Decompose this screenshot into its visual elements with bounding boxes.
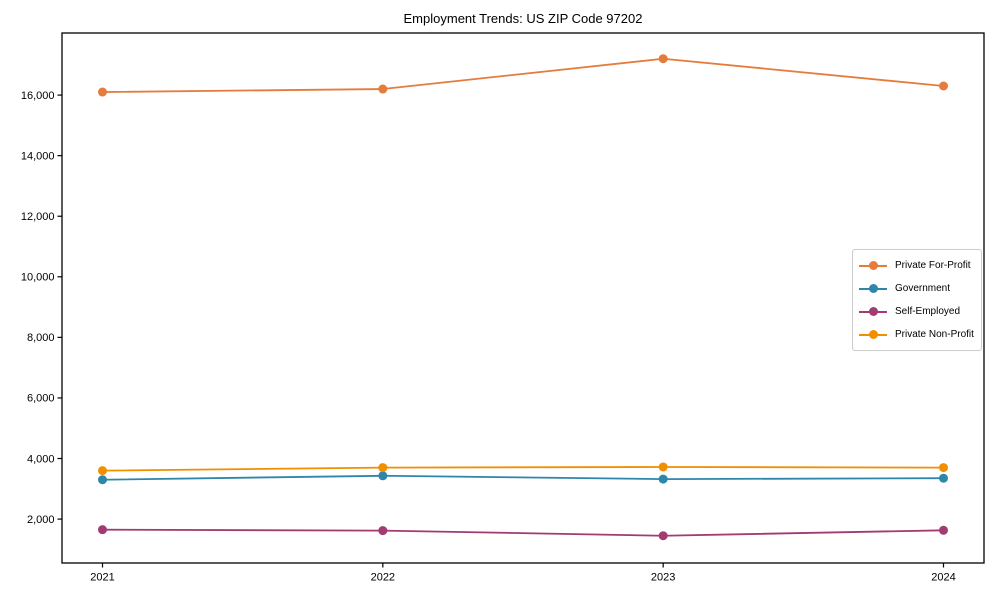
data-point-marker: [378, 471, 388, 481]
legend-line-marker-icon: [859, 307, 887, 317]
data-point-marker: [98, 525, 107, 535]
data-point-marker: [98, 475, 107, 485]
y-tick-label: 4,000: [27, 453, 55, 465]
data-point-marker: [939, 473, 948, 483]
legend: Private For-Profit Government Self-Emplo…: [852, 249, 982, 351]
plot-frame: [61, 32, 985, 564]
x-tick-label: 2023: [651, 572, 675, 584]
legend-label: Private For-Profit: [895, 260, 971, 271]
legend-item: Self-Employed: [859, 300, 974, 323]
y-tick-label: 12,000: [21, 211, 55, 223]
legend-line-marker-icon: [859, 330, 887, 340]
data-point-marker: [98, 87, 107, 97]
data-point-marker: [378, 526, 388, 536]
y-tick-label: 16,000: [21, 90, 55, 102]
data-point-marker: [939, 525, 948, 535]
y-tick-label: 14,000: [21, 150, 55, 162]
y-axis: 2,000 4,000 6,000 8,000 10,000 12,000 14,000 16…: [21, 90, 62, 526]
data-point-marker: [378, 84, 388, 94]
series-government: [98, 471, 948, 485]
legend-label: Self-Employed: [895, 306, 961, 317]
chart-title: Employment Trends: US ZIP Code 97202: [403, 11, 643, 26]
series-line: [102, 474, 944, 481]
data-point-marker: [98, 466, 107, 476]
series-private-non-profit: [98, 462, 948, 476]
y-tick-label: 6,000: [27, 393, 55, 405]
data-point-marker: [939, 463, 948, 473]
data-point-marker: [658, 474, 668, 484]
legend-line-marker-icon: [859, 284, 887, 294]
x-tick-label: 2021: [90, 572, 114, 584]
y-tick-label: 8,000: [27, 332, 55, 344]
data-point-marker: [378, 463, 388, 473]
legend-item: Private For-Profit: [859, 254, 974, 277]
y-tick-label: 2,000: [27, 514, 55, 526]
series-line: [102, 57, 944, 93]
series-private-for-profit: [98, 54, 948, 97]
data-point-marker: [658, 531, 668, 541]
series-self-employed: [98, 525, 948, 541]
x-tick-label: 2022: [371, 572, 395, 584]
data-point-marker: [658, 54, 668, 64]
legend-line-marker-icon: [859, 261, 887, 271]
x-tick-label: 2024: [931, 572, 955, 584]
legend-item: Private Non-Profit: [859, 323, 974, 346]
legend-label: Government: [895, 283, 951, 294]
y-tick-label: 10,000: [21, 272, 55, 284]
series-line: [102, 466, 944, 472]
legend-label: Private Non-Profit: [895, 329, 974, 340]
x-axis: 2021 2022 2023 2024: [90, 563, 956, 584]
data-point-marker: [939, 81, 948, 91]
data-point-marker: [658, 462, 668, 472]
series-line: [102, 528, 944, 537]
legend-item: Government: [859, 277, 974, 300]
